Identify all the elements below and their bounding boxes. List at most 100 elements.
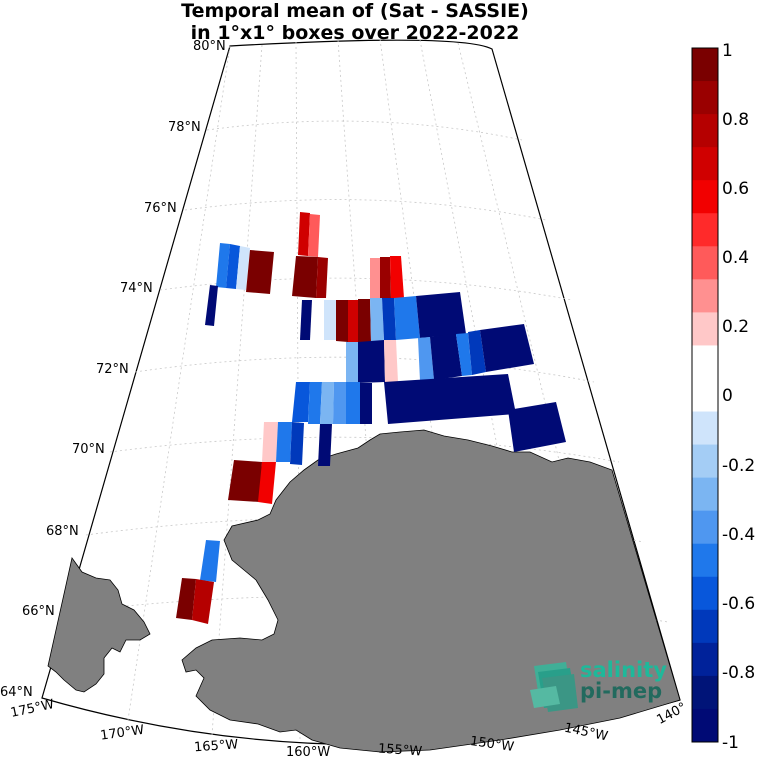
data-box <box>456 333 472 376</box>
data-box <box>192 579 214 624</box>
colorbar-labels: 1 0.8 0.6 0.4 0.2 0 -0.2 -0.4 -0.6 -0.8 … <box>722 41 755 753</box>
data-box <box>300 300 312 340</box>
lon-label-165w: 165°W <box>194 737 239 755</box>
data-boxes <box>176 212 566 624</box>
lon-label-160w: 160°W <box>286 745 330 760</box>
siberia-coast <box>47 557 151 693</box>
colorbar-cell <box>692 345 718 379</box>
colorbar-cell <box>692 246 718 280</box>
lat-label-66: 66°N <box>22 604 55 619</box>
data-box <box>298 212 310 256</box>
data-box <box>216 243 230 288</box>
colorbar-cells <box>692 48 718 743</box>
colorbar-cell <box>692 312 718 346</box>
lat-label-72: 72°N <box>96 362 129 377</box>
data-box <box>370 298 384 342</box>
colorbar: 1 0.8 0.6 0.4 0.2 0 -0.2 -0.4 -0.6 -0.8 … <box>691 41 755 753</box>
colorbar-cell <box>692 675 718 710</box>
data-box <box>308 382 322 424</box>
colorbar-label: -0.6 <box>722 594 755 614</box>
data-box <box>394 296 420 340</box>
data-box <box>333 382 346 424</box>
colorbar-label: -1 <box>722 733 739 753</box>
data-box <box>390 256 404 298</box>
colorbar-cell <box>692 213 718 247</box>
data-box <box>358 340 385 383</box>
colorbar-border <box>691 47 719 743</box>
colorbar-label: 0 <box>722 386 733 406</box>
logo-line-2: pi-mep <box>580 679 662 703</box>
lon-label-175w: 175°W <box>9 697 55 721</box>
lat-label-68: 68°N <box>46 524 79 539</box>
colorbar-cell <box>692 609 718 644</box>
data-box <box>508 402 566 452</box>
colorbar-cell <box>692 477 718 512</box>
colorbar-label: 1 <box>722 41 733 61</box>
logo-line-1: salinity <box>580 658 667 682</box>
colorbar-cell <box>692 279 718 313</box>
data-box <box>370 258 380 300</box>
data-box <box>236 246 250 290</box>
data-box <box>290 422 304 465</box>
colorbar-cell <box>692 444 718 479</box>
lat-label-78: 78°N <box>168 120 201 135</box>
data-box <box>258 462 276 504</box>
colorbar-cell <box>692 411 718 446</box>
data-box <box>292 256 318 298</box>
lat-label-64: 64°N <box>0 685 33 700</box>
data-box <box>418 337 434 381</box>
salinity-pi-mep-logo: salinity pi-mep <box>530 658 667 712</box>
data-box <box>384 340 398 382</box>
data-box <box>468 330 486 375</box>
data-box <box>276 422 292 462</box>
data-box <box>384 374 516 424</box>
data-box <box>205 285 218 326</box>
lon-label-150w: 150°W <box>469 734 515 755</box>
colorbar-label: 0.2 <box>722 317 749 337</box>
data-box <box>346 342 358 383</box>
data-box <box>430 334 462 380</box>
data-box <box>320 382 334 424</box>
colorbar-cell <box>692 147 718 181</box>
colorbar-cell <box>692 48 718 82</box>
data-box <box>176 578 196 620</box>
data-box <box>228 460 262 502</box>
data-box <box>480 324 534 372</box>
data-box <box>346 382 360 424</box>
data-box <box>382 298 396 340</box>
colorbar-cell <box>692 543 718 578</box>
data-box <box>380 257 391 299</box>
title-line-2: in 1°x1° boxes over 2022-2022 <box>190 22 520 44</box>
lon-label-170w: 170°W <box>99 723 145 744</box>
colorbar-label: -0.4 <box>722 525 755 545</box>
data-box <box>336 300 348 342</box>
colorbar-label: -0.8 <box>722 663 755 683</box>
lon-label-155w: 155°W <box>377 741 422 759</box>
data-box <box>262 422 278 462</box>
data-box <box>416 292 466 338</box>
data-box <box>318 424 332 466</box>
colorbar-label: 0.4 <box>722 248 749 268</box>
lon-label-145w: 145°W <box>563 721 609 745</box>
colorbar-cell <box>692 576 718 611</box>
data-box <box>358 299 371 342</box>
colorbar-cell <box>692 378 718 413</box>
colorbar-label: -0.2 <box>722 456 755 476</box>
colorbar-cell <box>692 81 718 115</box>
colorbar-label: 0.6 <box>722 179 749 199</box>
data-box <box>324 300 336 340</box>
data-box <box>316 257 328 298</box>
lat-label-80: 80°N <box>193 39 226 54</box>
colorbar-cell <box>692 642 718 677</box>
lat-label-74: 74°N <box>120 281 153 296</box>
title-line-1: Temporal mean of (Sat - SASSIE) <box>181 0 529 22</box>
data-box <box>292 382 310 422</box>
data-box <box>226 244 240 289</box>
data-box <box>348 300 358 342</box>
data-box <box>200 540 220 582</box>
colorbar-cell <box>692 114 718 148</box>
wave-icon <box>530 662 578 712</box>
colorbar-cell <box>692 510 718 545</box>
map-title: Temporal mean of (Sat - SASSIE) in 1°x1°… <box>0 0 710 44</box>
lat-labels: 80°N 78°N 76°N 74°N 72°N 70°N 68°N 66°N … <box>0 39 226 700</box>
